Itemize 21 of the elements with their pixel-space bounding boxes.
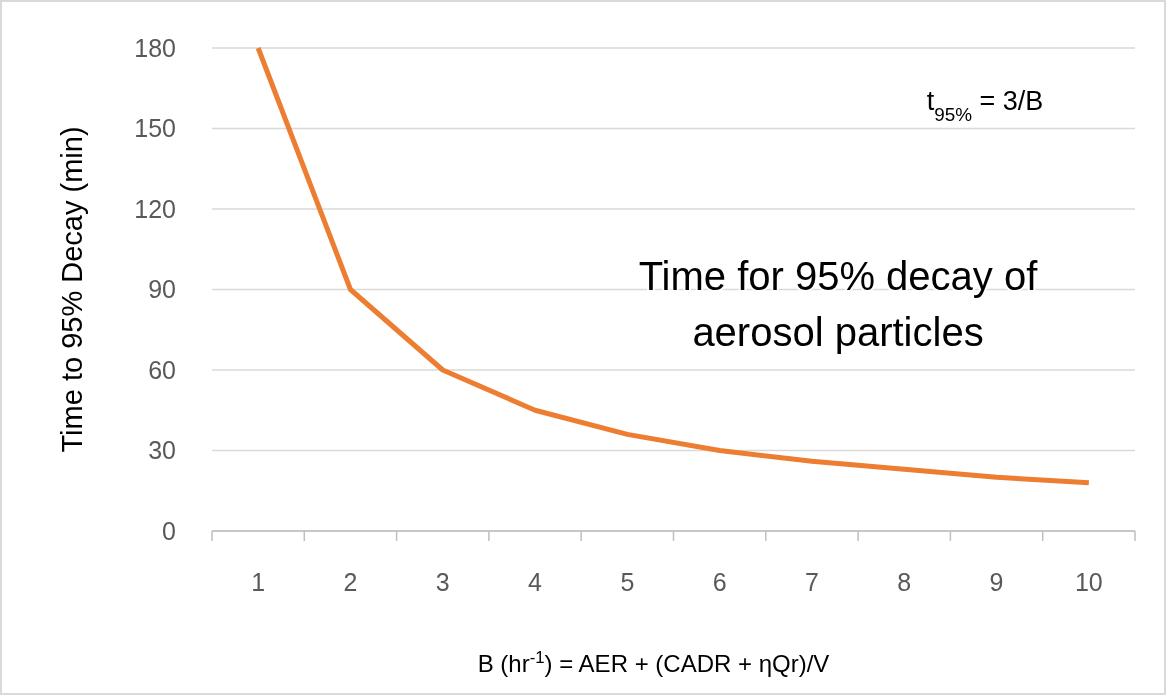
annotation: t$_{95%}$ = 3/B [926,86,1044,125]
x-tick-label: 5 [620,568,635,596]
y-tick-label: 60 [148,355,176,384]
x-tick-label: 6 [712,568,727,596]
y-tick-label: 180 [134,33,176,62]
y-axis-title: Time to 95% Decay (min) [56,126,88,453]
x-tick-label: 9 [989,568,1004,596]
y-tick-label: 90 [148,275,176,304]
annotation: Time for 95% decay of aerosol particles [638,254,1039,354]
y-tick-label: 120 [134,194,176,223]
x-tick-label: 1 [251,568,266,596]
x-tick-label: 2 [343,568,358,596]
x-tick-label: 3 [435,568,450,596]
x-tick-label: 7 [805,568,819,596]
x-tick-label: 10 [1074,568,1103,596]
x-axis-title: B (hr$^{-1}$) = AER + (CADR + ηQr)/V [477,647,830,677]
y-tick-label: 30 [148,436,176,465]
x-tick-label: 4 [528,568,543,596]
y-tick-label: 150 [134,114,176,143]
x-tick-label: 8 [897,568,912,596]
y-tick-label: 0 [162,516,176,545]
